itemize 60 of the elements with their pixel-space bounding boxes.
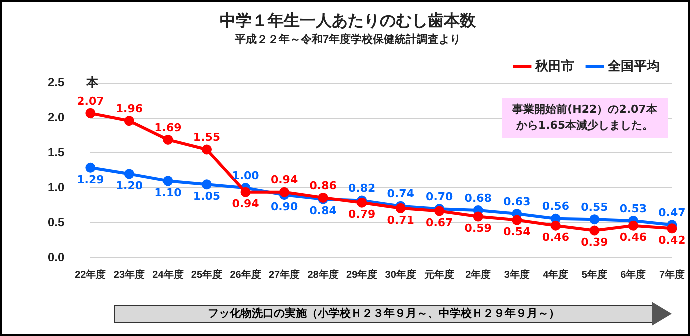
data-label: 0.94 [232, 198, 260, 211]
x-tick-label: 7年度 [659, 268, 685, 281]
y-tick-label: 2.0 [48, 110, 65, 125]
x-tick-label: 5年度 [582, 268, 608, 281]
data-label: 1.29 [77, 173, 104, 186]
data-label: 0.67 [426, 216, 454, 230]
chart-subtitle: 平成２２年～令和7年度学校保健統計調査より [234, 32, 462, 46]
x-tick-label: 23年度 [114, 268, 146, 281]
data-label: 0.68 [464, 192, 492, 205]
x-tick-label: 元年度 [424, 268, 455, 281]
data-label: 1.00 [232, 170, 260, 183]
data-label: 0.59 [464, 222, 492, 236]
x-tick-label: 2年度 [466, 268, 492, 281]
data-label: 0.94 [270, 174, 298, 187]
chart-title: 中学１年生一人あたりのむし歯本数 [220, 12, 477, 30]
data-label: 0.39 [581, 236, 608, 250]
data-label: 0.79 [348, 208, 376, 222]
x-tick-label: 22年度 [75, 268, 106, 281]
y-tick-label: 0.0 [48, 250, 65, 264]
data-label: 0.86 [310, 179, 338, 192]
y-tick-label: 1.5 [48, 146, 65, 160]
data-label: 0.42 [658, 234, 686, 248]
x-tick-label: 24年度 [152, 268, 184, 281]
data-label: 1.55 [193, 131, 221, 144]
y-tick-label: 0.5 [48, 215, 65, 230]
legend-label: 秋田市 [534, 58, 574, 74]
data-label: 0.82 [348, 182, 376, 196]
data-label: 0.55 [581, 200, 608, 214]
legend-label: 全国平均 [607, 58, 660, 74]
data-label: 0.63 [504, 195, 531, 208]
data-label: 1.05 [193, 190, 221, 204]
data-label: 2.07 [77, 94, 104, 108]
data-label: 0.47 [658, 206, 686, 220]
data-label: 0.74 [387, 188, 415, 201]
x-tick-label: 29年度 [346, 268, 378, 281]
data-label: 0.70 [426, 190, 454, 204]
y-axis-title: 本 [86, 76, 100, 90]
data-label: 1.96 [116, 102, 144, 116]
data-label: 0.84 [310, 204, 338, 218]
data-label: 1.10 [154, 186, 182, 200]
data-label: 0.46 [620, 231, 648, 244]
y-tick-label: 1.0 [48, 180, 65, 194]
data-label: 0.90 [270, 200, 298, 214]
x-tick-label: 28年度 [308, 268, 339, 281]
x-tick-label: 27年度 [268, 268, 300, 281]
x-tick-label: 4年度 [543, 268, 569, 281]
y-tick-label: 2.5 [48, 76, 65, 90]
data-label: 0.71 [387, 214, 414, 227]
data-label: 0.46 [542, 231, 570, 244]
data-label: 1.69 [154, 121, 182, 134]
data-label: 0.56 [542, 200, 570, 214]
data-label: 0.54 [504, 226, 532, 239]
data-label: 1.20 [116, 180, 144, 193]
x-tick-label: 25年度 [191, 268, 223, 281]
x-tick-label: 30年度 [385, 268, 416, 281]
x-tick-label: 26年度 [230, 268, 262, 281]
x-tick-label: 6年度 [620, 268, 646, 281]
callout-box: 事業開始前(H22）の2.07本から1.65本減少しました。 [502, 98, 668, 138]
data-label: 0.53 [620, 202, 648, 216]
x-tick-label: 3年度 [504, 268, 530, 281]
